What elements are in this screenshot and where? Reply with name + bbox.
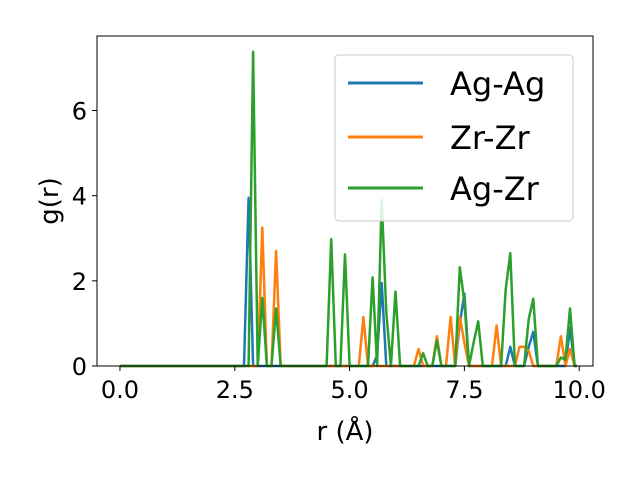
x-tick-label: 0.0 bbox=[101, 376, 139, 404]
legend-label-zr-zr: Zr-Zr bbox=[450, 119, 531, 157]
x-tick-label: 5.0 bbox=[331, 376, 369, 404]
y-tick-label: 6 bbox=[72, 98, 87, 126]
legend: Ag-Ag Zr-Zr Ag-Zr bbox=[334, 54, 574, 222]
y-tick-label: 0 bbox=[72, 353, 87, 381]
y-tick-label: 4 bbox=[72, 183, 87, 211]
x-axis-label: r (Å) bbox=[316, 415, 373, 447]
y-axis-label: g(r) bbox=[35, 177, 65, 224]
y-tick-label: 2 bbox=[72, 268, 87, 296]
legend-label-ag-ag: Ag-Ag bbox=[450, 65, 545, 103]
x-tick-label: 2.5 bbox=[216, 376, 254, 404]
legend-frame bbox=[334, 54, 574, 222]
x-tick-label: 7.5 bbox=[445, 376, 483, 404]
x-ticks: 0.0 2.5 5.0 7.5 10.0 bbox=[101, 366, 606, 404]
y-ticks: 0 2 4 6 bbox=[72, 98, 97, 381]
plot-frame bbox=[96, 35, 594, 367]
x-tick-label: 10.0 bbox=[553, 376, 606, 404]
legend-label-ag-zr: Ag-Zr bbox=[450, 170, 540, 208]
